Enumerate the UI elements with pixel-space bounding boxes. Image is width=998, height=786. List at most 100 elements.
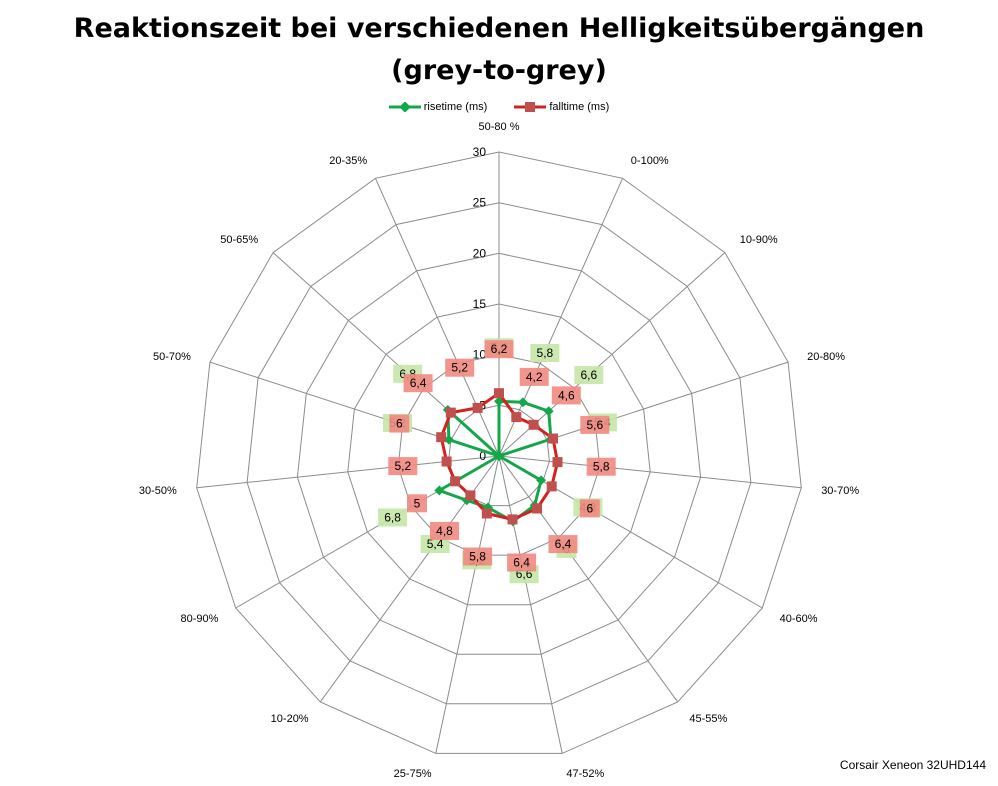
data-point xyxy=(543,406,554,417)
data-label: 6,4 xyxy=(555,537,572,551)
axis-tick-label: 25 xyxy=(473,196,487,210)
data-label: 5,4 xyxy=(427,537,444,551)
chart-title: Reaktionszeit bei verschiedenen Helligke… xyxy=(0,8,998,92)
category-label: 10-20% xyxy=(271,713,309,725)
legend-risetime-label: risetime (ms) xyxy=(423,101,488,113)
data-point xyxy=(436,432,447,443)
axis-tick-label: 30 xyxy=(473,145,487,159)
data-label: 6,4 xyxy=(513,556,530,570)
category-label: 50-80 % xyxy=(479,121,520,133)
data-label: 5,2 xyxy=(394,459,411,473)
data-point xyxy=(552,457,563,468)
category-label: 10-90% xyxy=(740,234,778,246)
data-label-bg xyxy=(579,499,600,518)
category-label: 80-90% xyxy=(180,613,218,625)
data-label-bg xyxy=(407,494,427,513)
data-label: 5,8 xyxy=(537,346,554,360)
grid-ring xyxy=(296,252,702,655)
data-label: 6,6 xyxy=(580,368,597,382)
data-label-bg xyxy=(389,414,410,433)
data-point xyxy=(546,481,557,492)
data-point xyxy=(528,419,539,430)
data-label: 4,8 xyxy=(436,524,453,538)
data-label-bg xyxy=(586,457,616,476)
data-label-bg xyxy=(530,344,560,362)
legend-item-risetime: risetime (ms) xyxy=(388,101,488,113)
data-label-bg xyxy=(378,508,408,527)
legend-falltime-label: falltime (ms) xyxy=(549,101,610,113)
series-line xyxy=(437,399,553,523)
category-label: 0-100% xyxy=(631,155,669,167)
legend-risetime-swatch xyxy=(388,102,421,112)
data-point xyxy=(465,490,476,501)
category-label: 47-52% xyxy=(566,768,604,780)
data-point xyxy=(507,514,518,525)
axis-tick-label: 15 xyxy=(473,297,487,311)
legend-falltime-swatch xyxy=(514,102,547,112)
data-label-bg xyxy=(463,547,493,566)
data-label-bg xyxy=(484,340,514,359)
data-label: 5 xyxy=(414,496,421,510)
category-label: 50-65% xyxy=(220,234,258,246)
data-label: 6 xyxy=(586,501,593,515)
data-label: 4,2 xyxy=(526,370,543,384)
data-labels-falltime: 6,2 4,2 4,6 5,6 5,8 6 6,4 6,4 5,8 4,8 5 5,2 6 6,4 5,2 xyxy=(388,340,616,572)
category-label: 50-70% xyxy=(153,351,191,363)
data-point xyxy=(481,508,492,519)
grid-ring xyxy=(347,303,651,606)
grid-ring xyxy=(397,354,601,556)
data-label: 6,4 xyxy=(410,376,427,390)
data-point xyxy=(443,434,454,445)
category-label: 20-35% xyxy=(329,155,367,167)
data-label-bg xyxy=(548,535,578,554)
data-label: 5,6 xyxy=(586,418,603,432)
data-point xyxy=(536,475,547,486)
data-label: 6,2 xyxy=(491,342,508,356)
data-label-bg xyxy=(580,415,610,434)
axis-tick-label: 20 xyxy=(473,246,487,260)
data-point xyxy=(445,407,456,418)
grid-ring xyxy=(246,202,752,705)
data-point xyxy=(494,451,504,461)
data-label: 5,8 xyxy=(469,550,486,564)
data-label-bg xyxy=(430,521,459,540)
category-label: 40-60% xyxy=(780,613,818,625)
category-label: 20-80% xyxy=(807,351,845,363)
axis-tick-label: 10 xyxy=(473,348,487,362)
category-label: 25-75% xyxy=(394,768,432,780)
category-label: 45-55% xyxy=(689,713,727,725)
data-label-bg xyxy=(403,374,433,393)
data-label: 6 xyxy=(396,417,403,431)
axis-tick-label: 0 xyxy=(479,449,486,463)
data-point xyxy=(517,397,528,408)
data-label-bg xyxy=(574,366,604,385)
data-point xyxy=(511,412,522,423)
data-label-bg xyxy=(507,553,537,572)
data-point xyxy=(472,402,483,413)
legend-item-falltime: falltime (ms) xyxy=(514,101,609,113)
grid-spoke xyxy=(498,455,563,754)
chart-title-line-1: Reaktionszeit bei verschiedenen Helligke… xyxy=(73,13,925,44)
grid-ring xyxy=(196,151,802,754)
data-label-bg xyxy=(551,386,581,405)
footer-caption: Corsair Xeneon 32UHD144 xyxy=(839,758,986,772)
data-label-bg xyxy=(445,358,475,377)
data-point xyxy=(441,456,452,467)
chart-title-line-2: (grey-to-grey) xyxy=(391,55,607,86)
data-label: 6,8 xyxy=(384,511,401,525)
data-label: 5,8 xyxy=(593,460,610,474)
category-label: 30-50% xyxy=(139,485,177,497)
data-label-bg xyxy=(388,457,418,476)
series-line xyxy=(439,391,559,521)
data-label-bg xyxy=(519,367,549,386)
grid-spoke xyxy=(498,455,802,489)
data-label: 5,2 xyxy=(451,361,468,375)
chart-legend: risetime (ms) falltime (ms) xyxy=(0,101,998,115)
data-point xyxy=(434,485,445,496)
data-point xyxy=(548,433,558,444)
data-label: 4,6 xyxy=(558,388,575,402)
data-point xyxy=(494,388,504,399)
grid-spoke xyxy=(498,178,624,457)
data-point xyxy=(450,476,461,487)
